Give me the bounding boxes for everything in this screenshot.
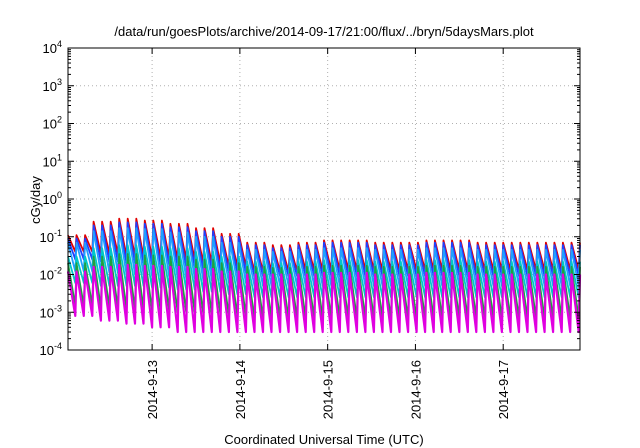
x-axis-label: Coordinated Universal Time (UTC) [224, 432, 423, 447]
x-tick-label: 2014-9-15 [321, 360, 336, 419]
y-tick-label: 10-1 [40, 228, 62, 245]
y-axis-label: cGy/day [28, 176, 43, 224]
y-tick-label: 10-3 [40, 303, 62, 320]
y-tick-label: 104 [43, 39, 62, 56]
x-tick-label: 2014-9-16 [408, 360, 423, 419]
y-tick-label: 10-2 [40, 266, 62, 283]
series-line [66, 263, 582, 334]
x-tick-label: 2014-9-17 [496, 360, 511, 419]
y-tick-label: 102 [43, 115, 62, 132]
chart-title: /data/run/goesPlots/archive/2014-09-17/2… [114, 24, 534, 39]
plot-frame [67, 47, 581, 351]
y-tick-label: 10-4 [40, 341, 62, 358]
x-tick-label: 2014-9-14 [233, 360, 248, 419]
y-tick-label: 101 [43, 152, 62, 169]
series-line [67, 227, 581, 287]
axis-ticks: 10-4 10-3 10-2 10-1 100 101 102 103 104 2014-9-13… [40, 39, 580, 419]
series-line [67, 221, 581, 278]
x-tick-label: 2014-9-13 [145, 360, 160, 419]
y-tick-label: 103 [43, 77, 62, 94]
series-line [67, 217, 581, 273]
series-line [67, 253, 581, 319]
series-group [66, 217, 582, 334]
y-tick-label: 100 [43, 190, 62, 207]
series-line [67, 244, 581, 299]
